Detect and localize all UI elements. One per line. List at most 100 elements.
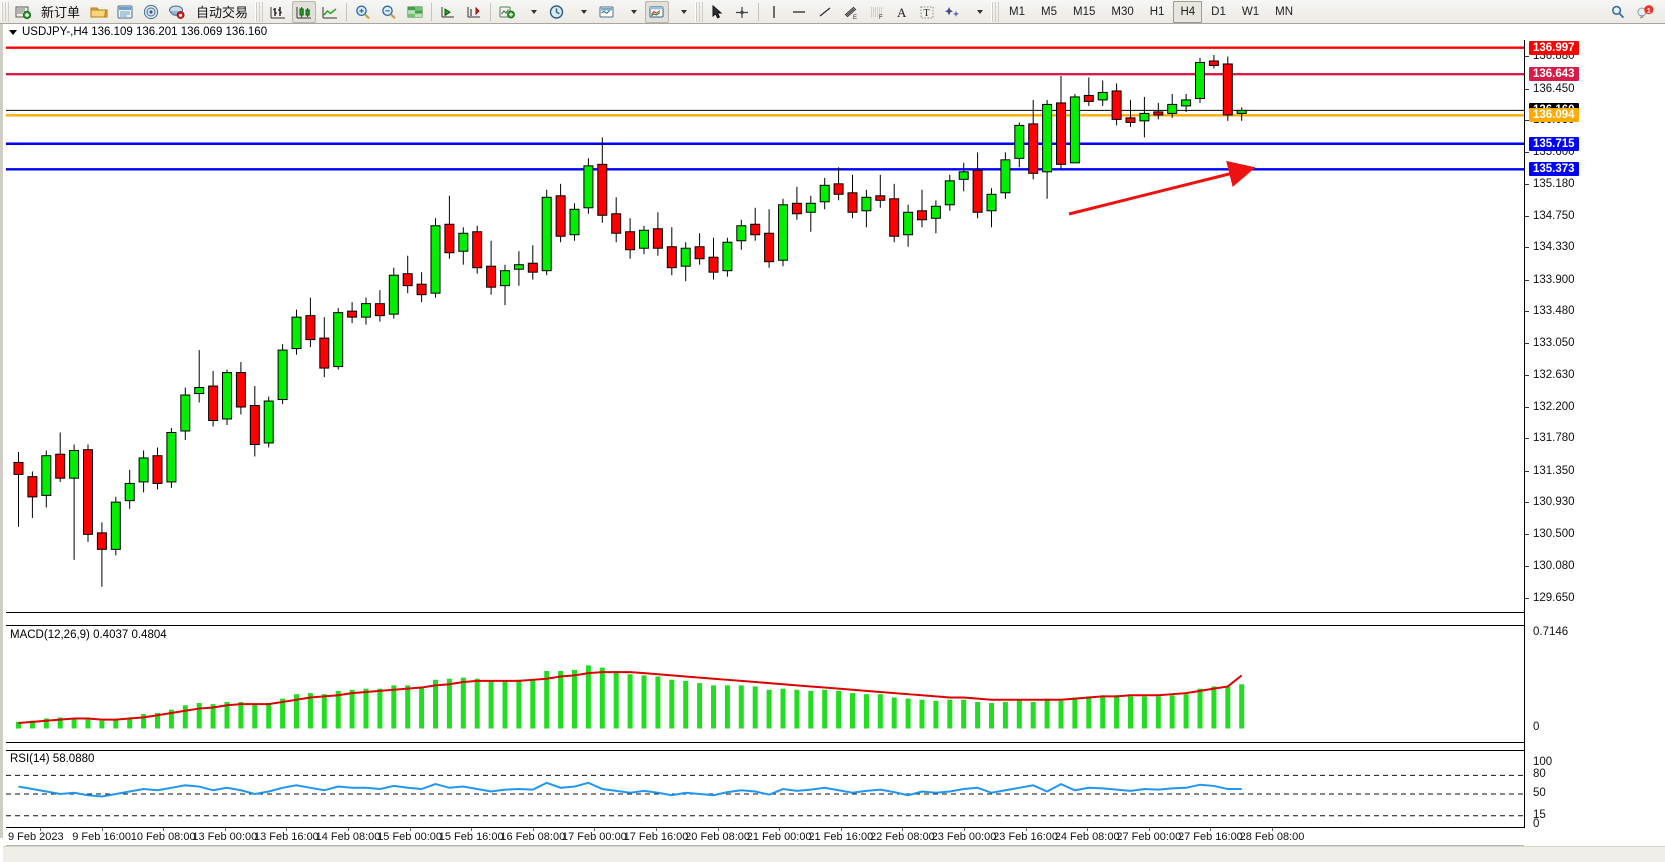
data-window-icon[interactable] — [113, 1, 137, 23]
price-axis-tick — [1525, 120, 1529, 122]
chart-window-icon[interactable] — [645, 0, 670, 23]
toolbar-grip-4[interactable] — [991, 1, 1000, 22]
price-axis[interactable]: 136.880136.450136.030135.600135.180134.7… — [1524, 40, 1665, 828]
toolbar-grip-2[interactable] — [255, 1, 264, 22]
price-axis-tick — [1525, 343, 1529, 345]
line-chart-icon[interactable] — [318, 1, 342, 23]
toolbar-grip-3[interactable] — [695, 1, 704, 22]
price-axis-label: 133.900 — [1533, 273, 1575, 286]
price-axis-label: 130.930 — [1533, 496, 1575, 509]
timeframe-d1[interactable]: D1 — [1211, 5, 1226, 18]
toolbar-separator-2 — [431, 2, 433, 21]
rsi-pane[interactable]: RSI(14) 58.0880 — [6, 750, 1524, 828]
period-icon[interactable] — [545, 1, 569, 23]
date-axis-tick — [779, 828, 781, 831]
chevron-down-icon[interactable] — [521, 1, 543, 23]
objects-icon[interactable] — [941, 1, 965, 23]
new-order-icon[interactable] — [12, 1, 34, 23]
rsi-axis-label: 80 — [1533, 768, 1546, 781]
resistance-level-1[interactable]: 136.997 — [1529, 40, 1579, 55]
text-label-icon[interactable]: A — [891, 1, 913, 23]
rsi-axis-label: 0 — [1533, 818, 1540, 828]
date-axis-tick — [1272, 828, 1273, 831]
templates-icon[interactable] — [595, 1, 619, 23]
fibonacci-icon[interactable]: F — [865, 1, 889, 23]
date-axis[interactable]: 9 Feb 2023 9 Feb 16:00 10 Feb 08:00 13 Feb … — [6, 828, 1524, 846]
price-axis-tick — [1525, 311, 1529, 313]
date-axis-tick — [656, 828, 657, 831]
crosshair-icon[interactable] — [730, 1, 754, 23]
date-axis-tick — [902, 828, 904, 831]
cursor-icon[interactable] — [706, 1, 728, 23]
date-axis-tick — [717, 828, 719, 831]
zoom-in-icon[interactable] — [351, 1, 375, 23]
price-axis-tick — [1525, 534, 1529, 536]
price-axis-tick — [1525, 565, 1529, 567]
price-axis-tick — [1525, 502, 1529, 504]
grid-icon[interactable] — [403, 1, 427, 23]
toolbar-separator-3 — [490, 2, 492, 21]
timeframe-m1[interactable]: M1 — [1009, 5, 1026, 18]
price-axis-label: 134.750 — [1533, 210, 1575, 223]
price-axis-tick — [1525, 247, 1529, 249]
toolbar-grip[interactable] — [1, 1, 9, 22]
resistance-level-2[interactable]: 136.643 — [1529, 67, 1579, 82]
horizontal-line-icon[interactable] — [787, 1, 811, 23]
equidistant-channel-icon[interactable]: E — [839, 1, 863, 23]
trendline-icon[interactable] — [813, 1, 837, 23]
chart-window[interactable]: USDJPY-,H4 136.109 136.201 136.069 136.1… — [0, 24, 1665, 862]
price-chart-pane[interactable] — [6, 40, 1524, 613]
new-order-button[interactable]: 新订单 — [41, 5, 81, 20]
vertical-line-icon[interactable] — [763, 1, 785, 23]
price-axis-label: 133.480 — [1533, 305, 1575, 318]
chevron-down-icon-4[interactable] — [671, 1, 693, 23]
date-axis-label: 21 Feb 16:00 — [808, 831, 874, 843]
date-axis-tick — [348, 828, 349, 831]
rsi-axis-label: 15 — [1533, 808, 1546, 821]
macd-pane[interactable]: MACD(12,26,9) 0.4037 0.4804 — [6, 625, 1524, 743]
candlestick-chart-icon[interactable] — [292, 0, 317, 23]
price-axis-tick — [1525, 407, 1529, 409]
date-axis-label: 22 Feb 08:00 — [869, 831, 935, 843]
timeframe-m5[interactable]: M5 — [1041, 5, 1057, 18]
signals-icon[interactable] — [139, 1, 163, 23]
timeframe-m15[interactable]: M15 — [1073, 5, 1096, 18]
price-axis-tick — [1525, 152, 1529, 154]
support-level-1[interactable]: 135.715 — [1529, 136, 1579, 151]
macd-plot — [16, 665, 1245, 729]
indicators-icon[interactable] — [495, 1, 519, 23]
date-axis-label: 10 Feb 08:00 — [130, 831, 196, 843]
chart-shift-icon[interactable] — [462, 1, 486, 23]
timeframe-h4[interactable]: H4 — [1173, 0, 1203, 23]
date-axis-tick — [286, 828, 288, 831]
folder-icon[interactable] — [87, 1, 111, 23]
date-axis-label: 13 Feb 16:00 — [253, 831, 319, 843]
timeframe-h1[interactable]: H1 — [1149, 5, 1165, 18]
date-axis-label: 14 Feb 08:00 — [315, 831, 381, 843]
chevron-down-icon-3[interactable] — [621, 1, 643, 23]
search-icon[interactable] — [1606, 1, 1630, 23]
date-axis-tick — [1210, 828, 1212, 831]
chevron-down-icon-5[interactable] — [967, 1, 989, 23]
support-level-2[interactable]: 135.373 — [1529, 162, 1579, 177]
price-axis-tick — [1525, 470, 1529, 472]
svg-text:1: 1 — [1647, 7, 1651, 14]
timeframe-w1[interactable]: W1 — [1241, 5, 1260, 18]
timeframe-mn[interactable]: MN — [1275, 5, 1293, 18]
text-object-icon[interactable]: T — [915, 1, 939, 23]
chart-title-bar: USDJPY-,H4 136.109 136.201 136.069 136.1… — [3, 24, 1665, 40]
bar-chart-icon[interactable] — [266, 1, 290, 23]
auto-trading-button[interactable]: 自动交易 — [196, 5, 249, 20]
alerts-icon[interactable]: 1 — [1632, 2, 1658, 22]
zoom-out-icon[interactable] — [377, 1, 401, 23]
chevron-down-icon-2[interactable] — [571, 1, 593, 23]
pivot-level[interactable]: 136.094 — [1529, 108, 1579, 123]
shift-end-icon[interactable] — [436, 1, 460, 23]
svg-text:E: E — [853, 15, 857, 20]
date-axis-tick — [594, 828, 596, 831]
date-axis-tick — [532, 828, 534, 831]
chart-menu-icon[interactable] — [9, 29, 17, 35]
rsi-label: RSI(14) 58.0880 — [10, 753, 95, 765]
auto-trading-icon[interactable] — [165, 1, 189, 23]
timeframe-m30[interactable]: M30 — [1111, 5, 1134, 18]
